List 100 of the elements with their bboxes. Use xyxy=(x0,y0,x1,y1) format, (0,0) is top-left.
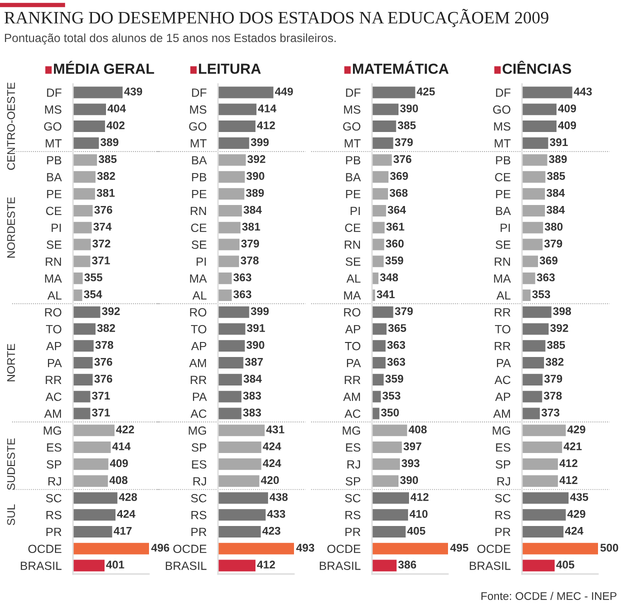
data-label: 402 xyxy=(106,121,125,130)
data-label: 381 xyxy=(96,188,115,197)
y-tick-label: SC xyxy=(46,494,62,502)
chart-title: CIÊNCIAS xyxy=(502,60,572,74)
y-tick-label: AP xyxy=(495,392,510,401)
data-label: 424 xyxy=(117,510,136,518)
data-label: 496 xyxy=(151,544,170,552)
y-tick-label: RJ xyxy=(497,477,510,486)
y-tick-label: AP xyxy=(345,325,360,334)
y-tick-label: OCDE xyxy=(28,544,62,554)
data-label: 361 xyxy=(386,222,404,231)
data-label: 389 xyxy=(548,155,567,164)
data-label: 424 xyxy=(262,459,282,468)
data-label: 390 xyxy=(400,104,418,112)
y-tick-label: BA xyxy=(192,156,207,164)
y-tick-label: RR xyxy=(46,376,62,384)
annotation: CENTRO-OESTE xyxy=(7,82,15,170)
y-tick-label: BA xyxy=(496,206,511,215)
data-label: 429 xyxy=(567,510,586,518)
data-label: 439 xyxy=(124,88,142,96)
data-label: 376 xyxy=(94,206,112,214)
y-tick-label: RS xyxy=(495,510,510,520)
data-label: 353 xyxy=(382,392,400,400)
y-tick-label: SC xyxy=(345,494,360,502)
y-tick-label: AM xyxy=(343,392,360,401)
y-tick-label: CE xyxy=(495,172,510,182)
data-label: 410 xyxy=(410,510,428,518)
data-label: 380 xyxy=(544,222,563,231)
data-label: 405 xyxy=(556,560,574,569)
data-label: 391 xyxy=(246,324,265,332)
y-tick-label: PE xyxy=(346,190,360,198)
data-label: 350 xyxy=(381,408,399,416)
chart-title: LEITURA xyxy=(198,64,261,74)
data-label: 393 xyxy=(402,459,420,468)
data-label: 412 xyxy=(559,476,578,484)
y-tick-label: CE xyxy=(345,224,360,232)
y-tick-label: MG xyxy=(188,426,206,435)
data-label: 412 xyxy=(257,560,275,568)
data-label: 363 xyxy=(233,290,252,298)
y-tick-label: SC xyxy=(191,494,206,502)
data-label: 385 xyxy=(547,341,566,349)
data-label: 398 xyxy=(553,307,572,316)
y-tick-label: SE xyxy=(192,240,206,249)
y-tick-label: PB xyxy=(346,156,360,164)
y-tick-label: PI xyxy=(52,224,61,232)
y-tick-label: SE xyxy=(496,240,510,249)
y-tick-label: MT xyxy=(494,139,511,148)
data-label: 383 xyxy=(243,408,261,416)
text: RANKING DO DESEMPENHO DOS ESTADOS NA EDUCAÇÃOEM 2009 xyxy=(4,8,548,28)
y-tick-label: MG xyxy=(492,426,510,435)
data-label: 420 xyxy=(260,476,279,484)
data-label: 378 xyxy=(240,256,259,264)
y-tick-label: PI xyxy=(350,206,360,215)
y-tick-label: SP xyxy=(192,443,206,452)
y-tick-label: TO xyxy=(190,325,206,334)
y-tick-label: DF xyxy=(496,88,510,97)
data-label: 379 xyxy=(394,307,413,316)
data-label: 433 xyxy=(267,510,286,518)
data-label: 355 xyxy=(84,273,102,282)
data-label: 392 xyxy=(550,324,568,332)
y-tick-label: ES xyxy=(192,460,206,469)
data-label: 385 xyxy=(98,155,117,164)
data-label: 424 xyxy=(262,442,282,450)
y-tick-label: BRASIL xyxy=(20,562,62,570)
y-tick-label: MA xyxy=(344,291,361,300)
y-tick-label: RS xyxy=(46,510,62,520)
y-tick-label: PE xyxy=(496,190,510,198)
y-tick-label: OCDE xyxy=(327,544,360,554)
data-label: 379 xyxy=(544,374,562,383)
data-label: 384 xyxy=(546,188,565,197)
y-tick-label: DF xyxy=(47,88,62,97)
data-label: 369 xyxy=(390,172,408,180)
data-label: 378 xyxy=(544,392,562,400)
data-label: 387 xyxy=(245,358,263,366)
y-tick-label: AC xyxy=(494,376,510,384)
data-label: 495 xyxy=(450,544,468,552)
data-label: 425 xyxy=(416,88,435,96)
data-label: 376 xyxy=(94,374,112,383)
data-label: 371 xyxy=(92,408,110,416)
data-label: 363 xyxy=(536,273,555,282)
data-label: 386 xyxy=(398,560,416,569)
y-tick-label: ES xyxy=(47,443,62,452)
y-tick-label: AL xyxy=(47,291,62,300)
y-tick-label: RN xyxy=(46,258,61,266)
data-label: 412 xyxy=(257,121,275,130)
data-label: 423 xyxy=(262,526,280,535)
y-tick-label: RS xyxy=(345,510,360,520)
data-label: 417 xyxy=(114,526,132,535)
data-label: 449 xyxy=(274,88,293,96)
y-tick-label: SE xyxy=(46,240,62,249)
y-tick-label: MS xyxy=(190,105,206,114)
y-tick-label: BA xyxy=(47,173,62,182)
data-label: 438 xyxy=(270,493,288,501)
y-tick-label: RO xyxy=(190,308,206,316)
data-label: 354 xyxy=(84,290,102,298)
data-label: 397 xyxy=(403,442,422,450)
y-tick-label: BRASIL xyxy=(470,562,510,570)
data-label: 431 xyxy=(266,425,284,434)
data-label: 408 xyxy=(109,476,128,484)
y-tick-label: AL xyxy=(496,291,510,300)
